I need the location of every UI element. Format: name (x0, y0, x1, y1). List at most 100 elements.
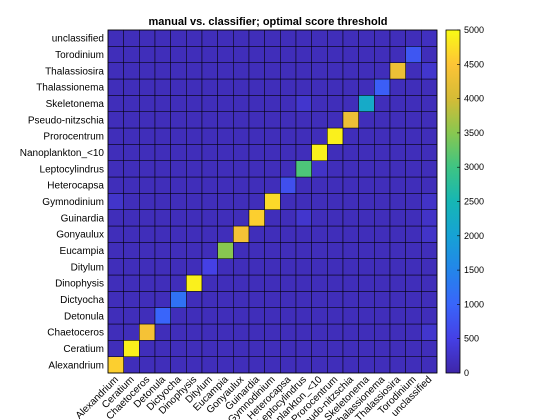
heatmap-cell (155, 275, 171, 291)
heatmap-cell (343, 63, 359, 79)
heatmap-cell (233, 242, 249, 258)
heatmap-cell (327, 161, 343, 177)
heatmap-cell (421, 291, 437, 307)
y-tick-label: Pseudo-nitzschia (28, 115, 105, 126)
heatmap-cell (327, 128, 343, 144)
heatmap-cell (343, 242, 359, 258)
heatmap-cell (233, 324, 249, 340)
heatmap-cell (421, 193, 437, 209)
heatmap-cell (374, 128, 390, 144)
heatmap-cell (406, 259, 422, 275)
heatmap-cell (390, 193, 406, 209)
heatmap-cell (390, 226, 406, 242)
heatmap-cell (202, 308, 218, 324)
heatmap-cell (124, 291, 140, 307)
heatmap-cell (312, 324, 328, 340)
heatmap-cell (155, 308, 171, 324)
y-tick-label: Dinophysis (55, 279, 104, 290)
heatmap-cell (186, 226, 202, 242)
heatmap-cell (296, 291, 312, 307)
colorbar-tick-label: 500 (464, 334, 479, 344)
heatmap-cell (296, 357, 312, 373)
heatmap-cell (202, 275, 218, 291)
heatmap-cell (202, 177, 218, 193)
heatmap-cell (312, 95, 328, 111)
colorbar-tick-label: 2500 (464, 197, 484, 207)
heatmap-cell (312, 128, 328, 144)
heatmap-cell (312, 291, 328, 307)
colorbar-tick-label: 3500 (464, 128, 484, 138)
heatmap-cell (202, 128, 218, 144)
heatmap-cell (390, 161, 406, 177)
colorbar-tick-label: 1000 (464, 299, 484, 309)
heatmap-cell (327, 259, 343, 275)
heatmap-cell (249, 291, 265, 307)
heatmap-cell (139, 275, 155, 291)
heatmap-cell (218, 357, 234, 373)
heatmap-cell (343, 324, 359, 340)
heatmap-cell (296, 95, 312, 111)
heatmap-cell (359, 193, 375, 209)
heatmap-cell (155, 161, 171, 177)
heatmap-cell (139, 144, 155, 160)
heatmap-cell (374, 161, 390, 177)
heatmap-cell (265, 79, 281, 95)
heatmap-cell (406, 161, 422, 177)
heatmap-cell (406, 308, 422, 324)
heatmap-cell (421, 308, 437, 324)
heatmap-cell (312, 177, 328, 193)
heatmap-cell (218, 46, 234, 62)
heatmap-cell (186, 63, 202, 79)
heatmap-cell (108, 324, 124, 340)
heatmap-cell (343, 193, 359, 209)
heatmap-cell (233, 144, 249, 160)
heatmap-cell (218, 275, 234, 291)
heatmap-cell (233, 95, 249, 111)
heatmap-cell (390, 144, 406, 160)
heatmap-cell (171, 324, 187, 340)
y-tick-label: Torodinium (55, 50, 104, 61)
heatmap-cell (202, 324, 218, 340)
heatmap-cell (139, 324, 155, 340)
heatmap-cell (124, 308, 140, 324)
heatmap-cell (233, 357, 249, 373)
heatmap-cell (312, 112, 328, 128)
heatmap-cell (312, 144, 328, 160)
heatmap-cell (374, 193, 390, 209)
heatmap-cell (359, 308, 375, 324)
heatmap-cell (280, 242, 296, 258)
heatmap-cell (327, 242, 343, 258)
heatmap-cell (280, 357, 296, 373)
heatmap-cell (327, 79, 343, 95)
heatmap-cell (296, 112, 312, 128)
colorbar-tick-label: 2000 (464, 231, 484, 241)
heatmap-cell (265, 63, 281, 79)
heatmap-cell (359, 242, 375, 258)
heatmap-cell (124, 357, 140, 373)
heatmap-cell (218, 324, 234, 340)
heatmap-cell (390, 275, 406, 291)
y-tick-label: Ceratium (63, 344, 104, 355)
heatmap-cell (406, 112, 422, 128)
heatmap-cell (139, 79, 155, 95)
heatmap-cell (186, 95, 202, 111)
heatmap-cell (265, 291, 281, 307)
heatmap-cell (186, 357, 202, 373)
heatmap-cell (421, 357, 437, 373)
heatmap-cell (171, 308, 187, 324)
y-tick-label: Guinardia (61, 213, 105, 224)
heatmap-cell (155, 30, 171, 46)
heatmap-cell (343, 30, 359, 46)
heatmap-cell (249, 63, 265, 79)
heatmap-cell (343, 357, 359, 373)
heatmap-cell (155, 291, 171, 307)
heatmap-cell (108, 128, 124, 144)
heatmap-cell (249, 259, 265, 275)
heatmap-cell (359, 30, 375, 46)
heatmap-cell (265, 161, 281, 177)
heatmap-cell (171, 30, 187, 46)
heatmap-cell (139, 46, 155, 62)
heatmap-cell (155, 95, 171, 111)
heatmap-cell (296, 144, 312, 160)
